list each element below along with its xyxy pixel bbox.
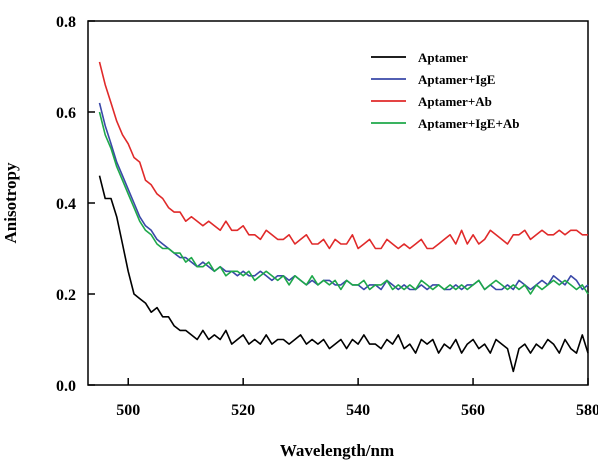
x-tick-label: 500 bbox=[116, 402, 140, 419]
series-line-aptamer bbox=[98, 175, 589, 373]
legend: Aptamer Aptamer+IgE Aptamer+Ab Aptamer+IgE+… bbox=[371, 50, 519, 131]
series-layer bbox=[98, 61, 589, 373]
y-tick-label: 0.0 bbox=[56, 378, 76, 395]
y-tick-label: 0.4 bbox=[56, 196, 76, 213]
series-line-aptamer-ab bbox=[98, 61, 588, 250]
y-tick-label: 0.6 bbox=[56, 105, 76, 122]
x-tick-label: 560 bbox=[461, 402, 485, 419]
x-tick-label: 580 bbox=[576, 402, 598, 419]
x-tick-label: 520 bbox=[231, 402, 255, 419]
legend-label: Aptamer bbox=[418, 50, 468, 65]
legend-label: Aptamer+IgE+Ab bbox=[418, 116, 519, 131]
y-tick-label: 0.2 bbox=[56, 287, 76, 304]
y-axis-label: Anisotropy bbox=[1, 162, 20, 243]
legend-label: Aptamer+IgE bbox=[418, 72, 495, 87]
plot-axes: 0.0 0.2 0.4 0.6 0.8 500 520 540 560 580 bbox=[56, 14, 598, 419]
series-line-aptamer-ige bbox=[98, 102, 589, 291]
y-tick-label: 0.8 bbox=[56, 14, 76, 31]
x-axis-label: Wavelength/nm bbox=[280, 441, 394, 460]
plot-frame bbox=[87, 20, 589, 386]
series-line-aptamer-ige-ab bbox=[98, 111, 589, 295]
legend-label: Aptamer+Ab bbox=[418, 94, 492, 109]
x-tick-label: 540 bbox=[346, 402, 370, 419]
